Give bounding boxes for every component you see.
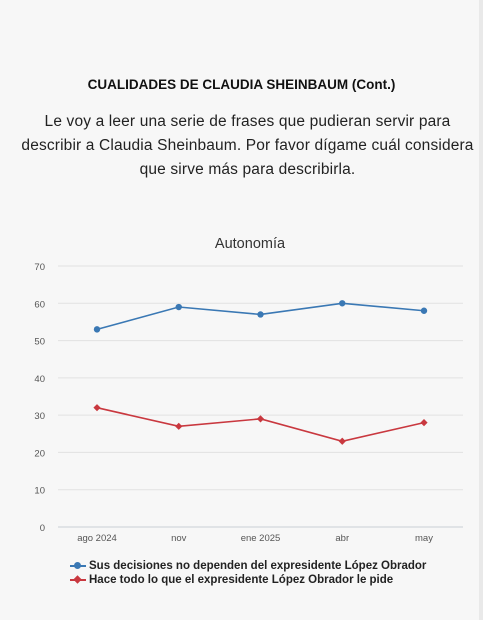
line-chart: Autonomía 0 10 20 30 40 50 60 70 ago 2024 nov ene 2…	[34, 236, 463, 544]
y-tick-label: 10	[34, 486, 45, 497]
chart-title: Autonomía	[215, 236, 286, 252]
data-point-series-1	[257, 311, 264, 318]
legend-swatch-series-1	[70, 561, 86, 571]
y-tick-label: 50	[34, 337, 45, 348]
chart-legend: Sus decisiones no dependen del expreside…	[70, 559, 426, 587]
legend-item-series-1: Sus decisiones no dependen del expreside…	[70, 559, 426, 573]
y-tick-label: 20	[34, 448, 45, 459]
x-tick-label: may	[415, 533, 433, 544]
data-point-series-1	[420, 307, 428, 314]
y-tick-label: 60	[34, 299, 45, 310]
data-point-series-2	[338, 437, 346, 445]
data-point-series-1	[339, 300, 346, 307]
data-point-series-2	[175, 422, 183, 430]
data-point-series-2	[256, 415, 265, 423]
legend-label-series-2: Hace todo lo que el expresidente López O…	[89, 574, 394, 586]
data-point-series-2	[420, 419, 428, 427]
x-tick-label: ene 2025	[241, 533, 281, 544]
legend-label-series-1: Sus decisiones no dependen del expreside…	[89, 560, 427, 572]
series-line-2	[96, 406, 425, 443]
intro-line: que sirve más para describirla.	[139, 161, 356, 178]
data-point-series-2	[93, 404, 101, 412]
data-point-series-1	[175, 303, 182, 311]
page-edge	[479, 0, 483, 620]
intro-line: describir a Claudia Sheinbaum. Por favor…	[21, 137, 474, 154]
legend-swatch-series-2	[70, 575, 86, 585]
x-tick-label: nov	[171, 533, 187, 544]
y-tick-label: 40	[34, 374, 45, 385]
y-tick-label: 30	[34, 411, 45, 422]
page-title: CUALIDADES DE CLAUDIA SHEINBAUM (Cont.)	[87, 77, 396, 92]
legend-item-series-2: Hace todo lo que el expresidente López O…	[70, 573, 426, 587]
y-tick-label: 70	[34, 262, 45, 273]
intro-text: Le voy a leer una serie de frases que pu…	[10, 110, 483, 182]
y-tick-label: 0	[40, 523, 45, 534]
x-tick-label: abr	[335, 533, 349, 544]
data-point-series-1	[93, 326, 101, 333]
x-tick-label: ago 2024	[77, 533, 117, 544]
intro-line: Le voy a leer una serie de frases que pu…	[44, 113, 451, 130]
